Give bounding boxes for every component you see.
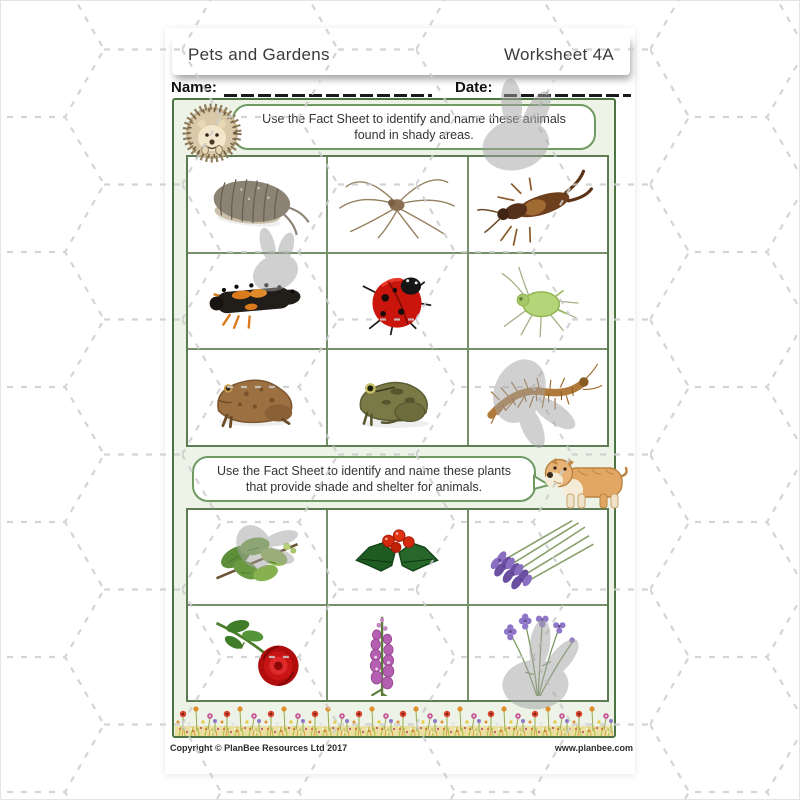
photo-earwig <box>468 157 607 252</box>
date-writing-line <box>504 94 631 97</box>
photo-frog <box>328 350 467 445</box>
worksheet-header: Pets and Gardens Worksheet 4A <box>172 35 630 75</box>
animals-prompt-bubble: Use the Fact Sheet to identify and name … <box>219 104 596 150</box>
photo-centipede <box>468 350 607 445</box>
plants-photo-grid <box>186 508 609 702</box>
photo-lavender <box>468 510 607 604</box>
name-writing-line <box>224 94 432 97</box>
name-label: Name: <box>171 79 217 96</box>
hedgehog-icon <box>182 103 242 163</box>
photo-woodlouse <box>188 157 327 252</box>
photo-toad <box>188 350 327 445</box>
animals-photo-grid <box>186 155 609 447</box>
photo-wildflowers <box>468 606 607 700</box>
photo-ladybird <box>328 253 467 349</box>
page-title: Pets and Gardens <box>188 45 330 64</box>
photo-ladybird-larva <box>188 253 327 349</box>
date-label: Date: <box>455 79 493 96</box>
flower-border <box>175 704 613 736</box>
photo-harvestman-spider <box>328 157 467 252</box>
animals-prompt-text: Use the Fact Sheet to identify and name … <box>262 111 566 142</box>
photo-greenfly <box>468 253 607 349</box>
bulldog-icon <box>544 458 628 509</box>
photo-holly <box>328 510 467 604</box>
copyright-text: Copyright © PlanBee Resources Ltd 2017 <box>170 743 348 753</box>
plants-prompt-bubble: Use the Fact Sheet to identify and name … <box>192 456 549 502</box>
worksheet-number: Worksheet 4A <box>503 45 614 64</box>
photo-rose <box>188 606 327 700</box>
website-text: www.planbee.com <box>554 743 633 753</box>
photo-foxglove <box>328 606 467 700</box>
plants-prompt-text: Use the Fact Sheet to identify and name … <box>217 463 511 494</box>
photo-oak-leaves <box>188 510 327 604</box>
